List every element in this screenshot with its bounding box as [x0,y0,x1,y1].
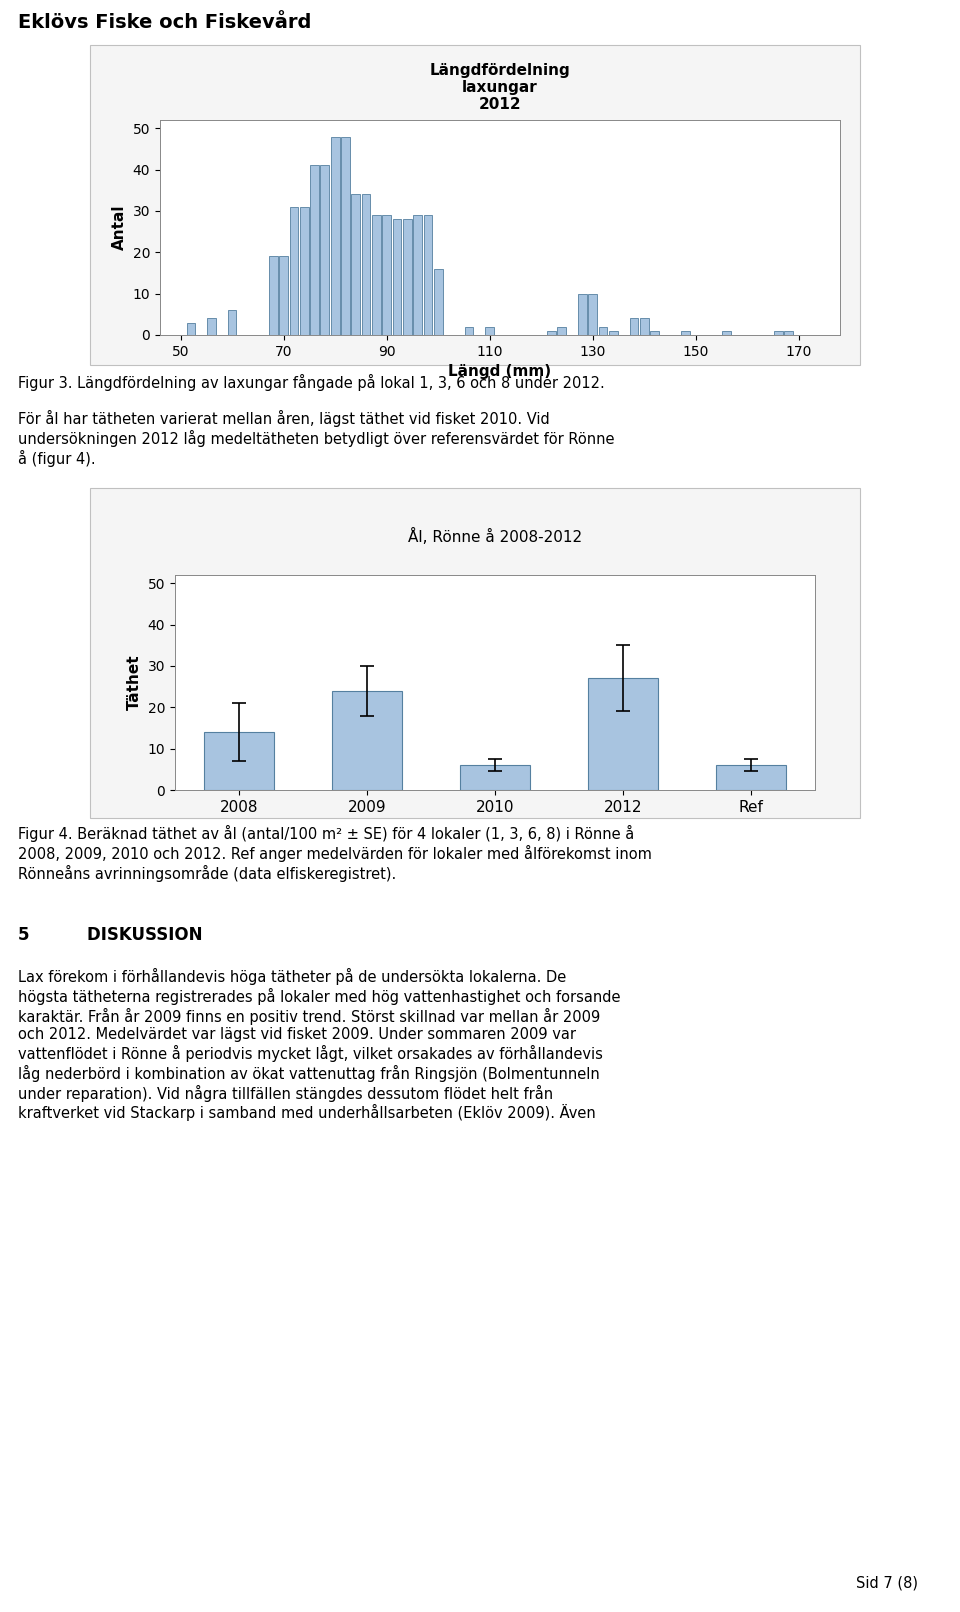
Bar [290,206,299,335]
Bar [321,166,329,335]
Bar [599,327,608,335]
Bar [578,293,587,335]
Y-axis label: Antal: Antal [112,205,127,250]
Bar [269,256,277,335]
Bar [630,319,638,335]
Bar [640,319,649,335]
Bar [332,692,402,790]
Text: Eklövs Fiske och Fiskevård: Eklövs Fiske och Fiskevård [18,13,311,32]
Text: Figur 3. Längdfördelning av laxungar fångade på lokal 1, 3, 6 och 8 under 2012.: Figur 3. Längdfördelning av laxungar fån… [18,374,605,390]
Bar [228,310,236,335]
Text: 5          DISKUSSION: 5 DISKUSSION [18,927,203,945]
Bar [558,327,566,335]
Bar [588,293,597,335]
Text: Figur 4. Beräknad täthet av ål (antal/100 m² ± SE) för 4 lokaler (1, 3, 6, 8) i : Figur 4. Beräknad täthet av ål (antal/10… [18,825,652,882]
Text: Längdfördelning
laxungar
2012: Längdfördelning laxungar 2012 [430,63,570,113]
X-axis label: Längd (mm): Längd (mm) [448,364,552,379]
Bar [434,269,443,335]
Bar [382,214,391,335]
Y-axis label: Täthet: Täthet [127,654,142,711]
Bar [609,330,617,335]
Text: Ål, Rönne å 2008-2012: Ål, Rönne å 2008-2012 [408,527,582,545]
Bar [722,330,732,335]
Bar [423,214,432,335]
Text: För ål har tätheten varierat mellan åren, lägst täthet vid fisket 2010. Vid
unde: För ål har tätheten varierat mellan åren… [18,409,614,466]
Bar [681,330,690,335]
Bar [300,206,308,335]
Bar [207,319,216,335]
Bar [279,256,288,335]
Bar [547,330,556,335]
Bar [362,195,371,335]
Text: Sid 7 (8): Sid 7 (8) [856,1575,918,1591]
Bar [310,166,319,335]
Bar [465,327,473,335]
Bar [650,330,659,335]
Bar [486,327,494,335]
Bar [331,137,340,335]
Bar [774,330,782,335]
Bar [186,322,195,335]
Bar [351,195,360,335]
Bar [393,219,401,335]
Text: Lax förekom i förhållandevis höga tätheter på de undersökta lokalerna. De
högsta: Lax förekom i förhållandevis höga täthet… [18,967,620,1122]
Bar [372,214,381,335]
Bar [460,766,530,790]
Bar [204,732,275,790]
Bar [784,330,793,335]
Bar [413,214,422,335]
Bar [716,766,786,790]
Bar [341,137,349,335]
Bar [588,679,659,790]
Bar [403,219,412,335]
